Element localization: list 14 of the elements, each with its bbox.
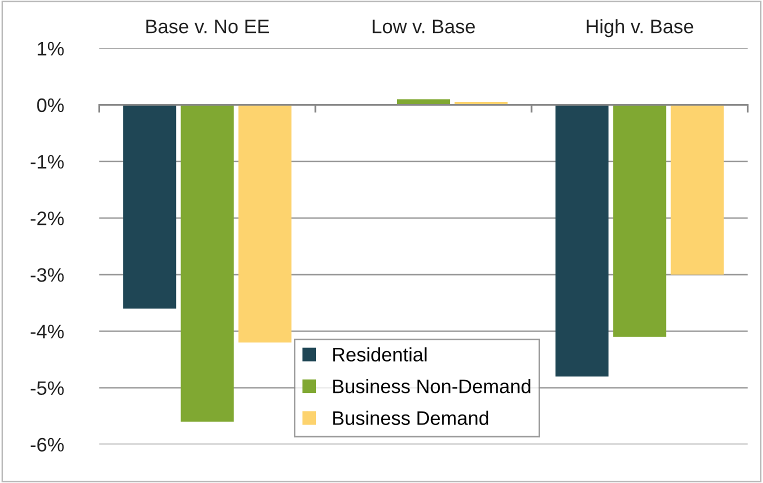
y-tick-label: 0% (37, 98, 64, 112)
y-tick-label: -3% (30, 268, 64, 282)
legend-label: Business Non-Demand (333, 378, 530, 394)
y-tick-label: 1% (38, 42, 64, 56)
y-tick-label: -1% (30, 155, 64, 169)
x-tick-label: High v. Base (586, 19, 694, 38)
x-tick-label: Low v. Base (372, 20, 475, 34)
y-tick-label: -4% (30, 324, 64, 338)
y-tick-label: -6% (30, 438, 64, 452)
y-tick-label: -5% (30, 381, 64, 396)
legend-label: Business Demand (333, 410, 488, 425)
legend-label: Residential (333, 347, 426, 362)
y-tick-label: -2% (30, 212, 64, 226)
x-tick-label: Base v. No EE (146, 20, 269, 34)
